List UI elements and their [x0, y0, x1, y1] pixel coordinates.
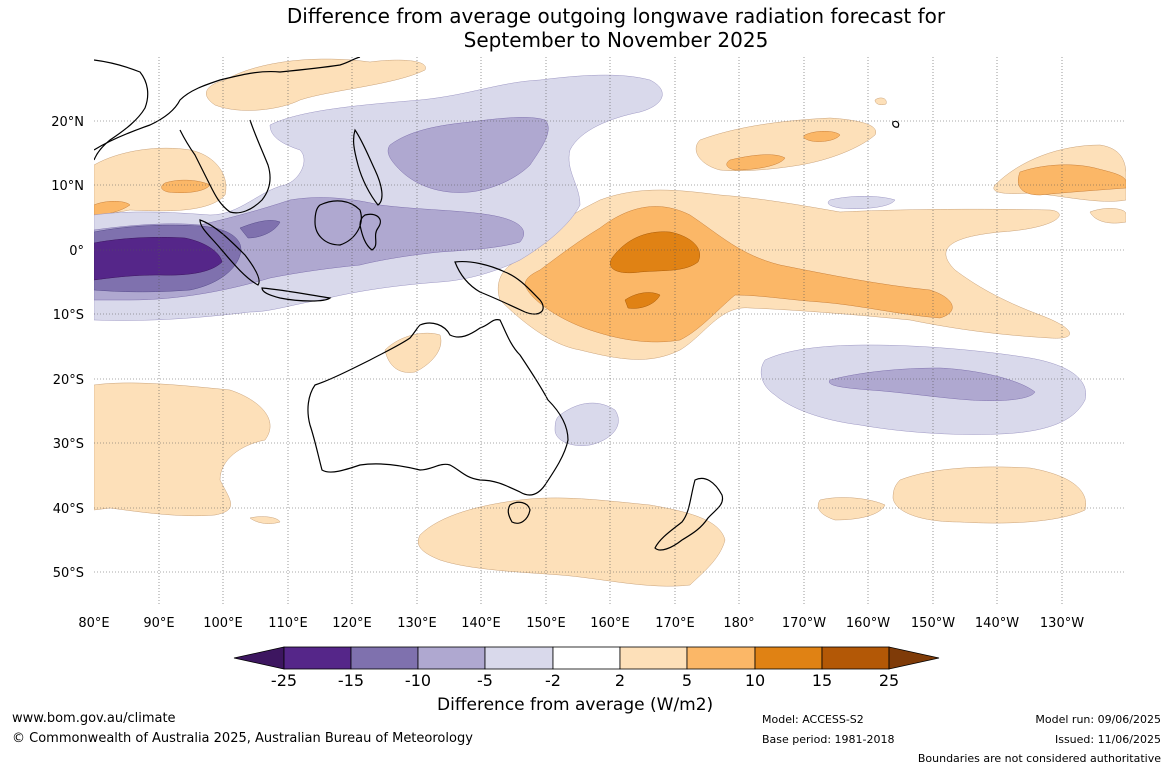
copyright-text: © Commonwealth of Australia 2025, Austra… — [12, 731, 473, 746]
lon-label: 140°W — [975, 616, 1019, 631]
lat-label: 0° — [69, 244, 84, 259]
lon-label: 90°E — [143, 616, 174, 631]
coastline-philippines — [352, 128, 383, 206]
coastline-borneo — [314, 200, 362, 246]
shading-patch — [161, 179, 211, 193]
issued-date: Issued: 11/06/2025 — [1054, 733, 1161, 746]
ocean-map: 20°N 10°N 0° 10°S 20°S 30°S 40°S 50°S 80… — [51, 57, 1126, 690]
coastline-new-guinea — [454, 260, 544, 315]
colorbar-tick: -15 — [338, 671, 364, 690]
lat-label: 10°S — [53, 308, 84, 323]
colorbar-tick: -10 — [405, 671, 431, 690]
lon-label: 130°W — [1040, 616, 1084, 631]
colorbar-segment — [283, 646, 352, 670]
colorbar-left-arrow — [233, 646, 285, 670]
disclaimer: Boundaries are not considered authoritat… — [917, 752, 1161, 765]
coastline-java — [261, 287, 332, 302]
coastline-hawaii — [892, 120, 900, 128]
model-run-date: Model run: 09/06/2025 — [1035, 713, 1161, 726]
shading-patch — [726, 154, 786, 171]
lon-label: 160°W — [846, 616, 890, 631]
shading-patch — [554, 402, 619, 446]
lon-label: 170°E — [655, 616, 695, 631]
lon-label: 130°E — [397, 616, 437, 631]
coastlines — [94, 57, 900, 551]
colorbar-tick: 15 — [812, 671, 832, 690]
lon-label: 80°E — [78, 616, 109, 631]
coastline-australia — [307, 319, 569, 496]
shading-patch — [387, 117, 549, 193]
colorbar-tick: -5 — [477, 671, 493, 690]
shading-patch — [239, 220, 281, 239]
shading-patch — [892, 466, 1087, 524]
shading-patch — [610, 231, 700, 274]
base-period: Base period: 1981-2018 — [762, 733, 895, 746]
lon-label: 100°E — [203, 616, 243, 631]
coastline-sumatra — [199, 219, 260, 286]
lat-label: 10°N — [51, 179, 84, 194]
shading-patch — [1089, 208, 1126, 224]
title-line-1: Difference from average outgoing longwav… — [286, 4, 946, 28]
lon-label: 180° — [723, 616, 754, 631]
colorbar-segment — [552, 646, 621, 670]
colorbar-tick: 2 — [615, 671, 625, 690]
lon-label: 150°E — [526, 616, 566, 631]
shading-patch — [624, 292, 661, 309]
shading-patch — [827, 196, 896, 209]
lat-label: 30°S — [53, 437, 84, 452]
coastline-india — [94, 59, 149, 161]
colorbar-tick: 10 — [745, 671, 765, 690]
shading-patch — [1017, 164, 1126, 196]
latitude-labels: 20°N 10°N 0° 10°S 20°S 30°S 40°S 50°S — [51, 115, 84, 581]
colorbar: -25 -15 -10 -5 -2 2 5 10 15 25 — [233, 646, 940, 690]
map-title: Difference from average outgoing longwav… — [0, 4, 1173, 52]
lon-label: 150°W — [911, 616, 955, 631]
negative-15-25-regions — [94, 237, 223, 281]
colorbar-segment — [417, 646, 486, 670]
graticule — [94, 57, 1126, 605]
lat-label: 40°S — [53, 502, 84, 517]
colorbar-segment — [821, 646, 890, 670]
anomaly-shading — [94, 58, 1126, 587]
colorbar-ticks: -25 -15 -10 -5 -2 2 5 10 15 25 — [271, 671, 899, 690]
shading-patch — [249, 516, 281, 524]
shading-patch — [417, 497, 726, 587]
shading-patch — [803, 131, 841, 142]
colorbar-segment — [686, 646, 756, 670]
coastline-new-zealand — [654, 477, 724, 551]
lat-label: 50°S — [53, 566, 84, 581]
title-line-2: September to November 2025 — [463, 28, 769, 52]
colorbar-segment — [754, 646, 823, 670]
coastline-sulawesi — [359, 213, 381, 251]
shading-patch — [829, 367, 1036, 401]
shading-patch — [874, 97, 887, 106]
shading-patch — [94, 237, 223, 281]
positive-10-15-regions — [610, 231, 700, 309]
lon-label: 140°E — [461, 616, 501, 631]
coastline-asia-mainland — [94, 57, 361, 214]
lat-label: 20°N — [51, 115, 84, 130]
colorbar-title: Difference from average (W/m2) — [437, 695, 714, 715]
lon-label: 120°E — [332, 616, 372, 631]
shading-patch — [817, 497, 886, 521]
longitude-labels: 80°E 90°E 100°E 110°E 120°E 130°E 140°E … — [78, 616, 1084, 631]
lon-label: 110°E — [268, 616, 308, 631]
colorbar-segment — [619, 646, 688, 670]
colorbar-tick: -25 — [271, 671, 297, 690]
website-link[interactable]: www.bom.gov.au/climate — [12, 711, 176, 726]
lat-label: 20°S — [53, 373, 84, 388]
coastline-tasmania — [507, 501, 531, 524]
lon-label: 170°W — [782, 616, 826, 631]
colorbar-tick: 5 — [682, 671, 692, 690]
colorbar-segment — [484, 646, 554, 670]
colorbar-right-arrow — [888, 646, 940, 670]
shading-patch — [94, 382, 271, 517]
model-name: Model: ACCESS-S2 — [762, 713, 864, 726]
lon-label: 160°E — [590, 616, 630, 631]
colorbar-tick: 25 — [879, 671, 899, 690]
colorbar-tick: -2 — [545, 671, 561, 690]
colorbar-segment — [350, 646, 419, 670]
